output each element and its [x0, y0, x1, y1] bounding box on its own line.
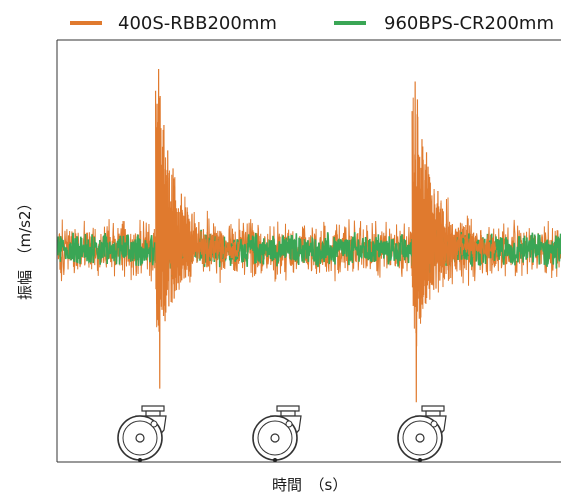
caster-wheel-icon — [117, 405, 167, 462]
legend-label-series-1: 400S-RBB200mm — [118, 13, 277, 34]
legend: 400S-RBB200mm 960BPS-CR200mm — [70, 13, 554, 34]
series-line-400S-RBB200mm — [57, 97, 561, 347]
x-axis-label: 時間 （s） — [272, 476, 347, 494]
caster-wheel-icon — [397, 405, 447, 462]
impact-spike-2 — [411, 81, 497, 403]
caster-wheel-icon — [252, 405, 302, 462]
series-line-960BPS-CR200mm — [57, 214, 561, 280]
series-layer — [57, 68, 561, 403]
icon-layer — [117, 405, 447, 462]
y-axis-label: 振幅 （m/s2） — [16, 195, 34, 300]
legend-label-series-2: 960BPS-CR200mm — [384, 13, 554, 34]
impact-spike-1 — [154, 68, 240, 389]
